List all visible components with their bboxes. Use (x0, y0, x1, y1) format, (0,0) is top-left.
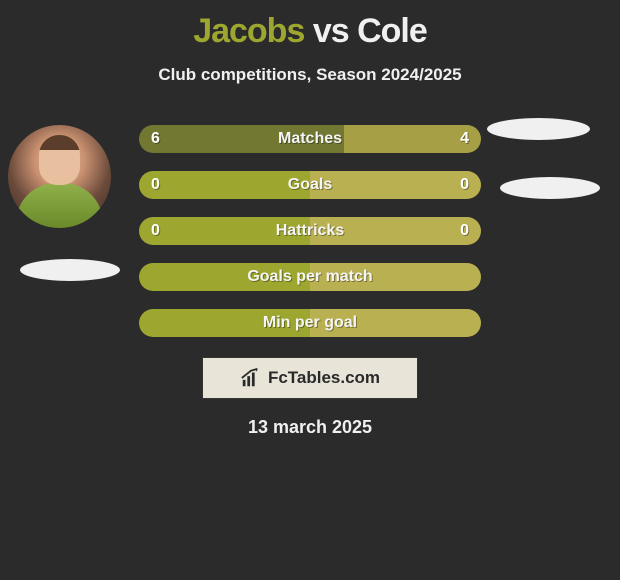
date-label: 13 march 2025 (0, 417, 620, 438)
stat-bar: 6 Matches 4 (139, 125, 481, 153)
title-player-left: Jacobs (193, 12, 304, 50)
stat-bar: Goals per match (139, 263, 481, 291)
player-left-avatar (8, 125, 111, 228)
chart-line-icon (240, 367, 262, 389)
stat-bar: 0 Goals 0 (139, 171, 481, 199)
stat-left-value: 6 (151, 130, 160, 148)
stat-bar-overlay: 0 Goals 0 (139, 171, 481, 199)
player-right-jersey (500, 177, 600, 199)
player-left-jersey (20, 259, 120, 281)
avatar-head (39, 135, 80, 185)
stat-left-value: 0 (151, 222, 160, 240)
stat-bar-list: 6 Matches 4 0 Goals 0 0 Hattricks 0 Goals per mat… (139, 125, 481, 337)
stat-label: Hattricks (276, 222, 344, 240)
watermark-logo: FcTables.com (202, 357, 418, 399)
stat-label: Min per goal (263, 314, 357, 332)
subtitle: Club competitions, Season 2024/2025 (0, 65, 620, 85)
stat-bar: 0 Hattricks 0 (139, 217, 481, 245)
stat-label: Goals per match (247, 268, 372, 286)
stat-label: Matches (278, 130, 342, 148)
avatar-shoulders (16, 183, 103, 228)
stat-bar-overlay: 6 Matches 4 (139, 125, 481, 153)
stat-bar: Min per goal (139, 309, 481, 337)
title-vs: vs (313, 12, 349, 50)
title-player-right: Cole (357, 12, 427, 50)
stat-right-value: 0 (460, 222, 469, 240)
comparison-title: Jacobs vs Cole (0, 0, 620, 51)
player-right-avatar (487, 118, 590, 140)
watermark-text: FcTables.com (268, 368, 380, 388)
stat-right-value: 4 (460, 130, 469, 148)
stat-bar-overlay: 0 Hattricks 0 (139, 217, 481, 245)
stat-right-value: 0 (460, 176, 469, 194)
stat-bar-overlay: Goals per match (139, 263, 481, 291)
comparison-content: 6 Matches 4 0 Goals 0 0 Hattricks 0 Goals per mat… (0, 125, 620, 438)
stat-left-value: 0 (151, 176, 160, 194)
stat-bar-overlay: Min per goal (139, 309, 481, 337)
stat-label: Goals (288, 176, 332, 194)
